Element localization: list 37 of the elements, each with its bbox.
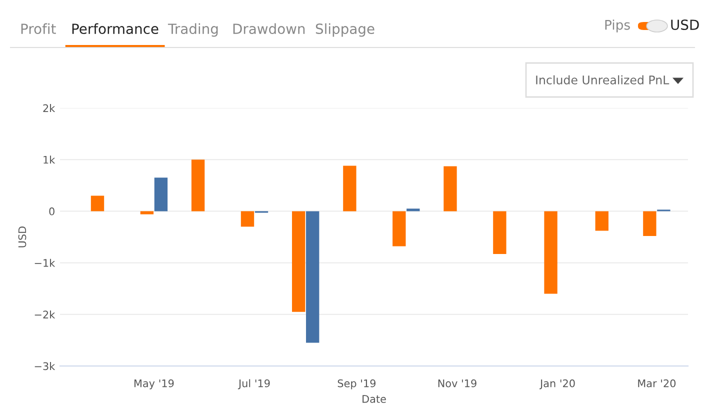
x-tick-label: Sep '19 [338, 379, 376, 390]
y-tick-label: −2k [34, 310, 56, 318]
x-tick-label: Jan '20 [540, 379, 575, 390]
bar [595, 211, 608, 231]
text: Drawdown [233, 23, 305, 34]
bar [493, 211, 506, 254]
bar [643, 211, 656, 236]
text: Include Unrealized PnL [536, 75, 670, 84]
bar [392, 211, 406, 246]
x-tick-label: May '19 [134, 379, 174, 390]
text: USD [671, 20, 699, 30]
x-tick-label: Jul '19 [238, 379, 270, 390]
text: Trading [168, 23, 218, 37]
y-tick-label: 0 [49, 207, 54, 216]
x-tick-label: Nov '19 [438, 379, 476, 388]
y-tick-label: 2k [43, 104, 56, 112]
bar [140, 211, 154, 214]
text: Performance [72, 23, 158, 34]
bar [544, 211, 558, 294]
bar [444, 166, 457, 212]
bar [306, 211, 320, 343]
bar [292, 211, 306, 312]
y-tick-label: −1k [34, 258, 56, 267]
text: Slippage [316, 23, 374, 37]
y-tick-label: 1k [44, 156, 56, 164]
bar [191, 160, 205, 212]
text: Pips [605, 20, 630, 32]
bar [343, 166, 356, 212]
bar [240, 211, 254, 227]
text: Profit [21, 23, 56, 34]
x-tick-label: Mar '20 [638, 379, 676, 388]
y-axis-title: USD [18, 226, 26, 248]
bar [154, 178, 168, 212]
bar [90, 196, 104, 212]
x-axis-title: Date [362, 395, 386, 403]
bar [406, 208, 420, 212]
y-tick-label: −3k [34, 362, 56, 370]
